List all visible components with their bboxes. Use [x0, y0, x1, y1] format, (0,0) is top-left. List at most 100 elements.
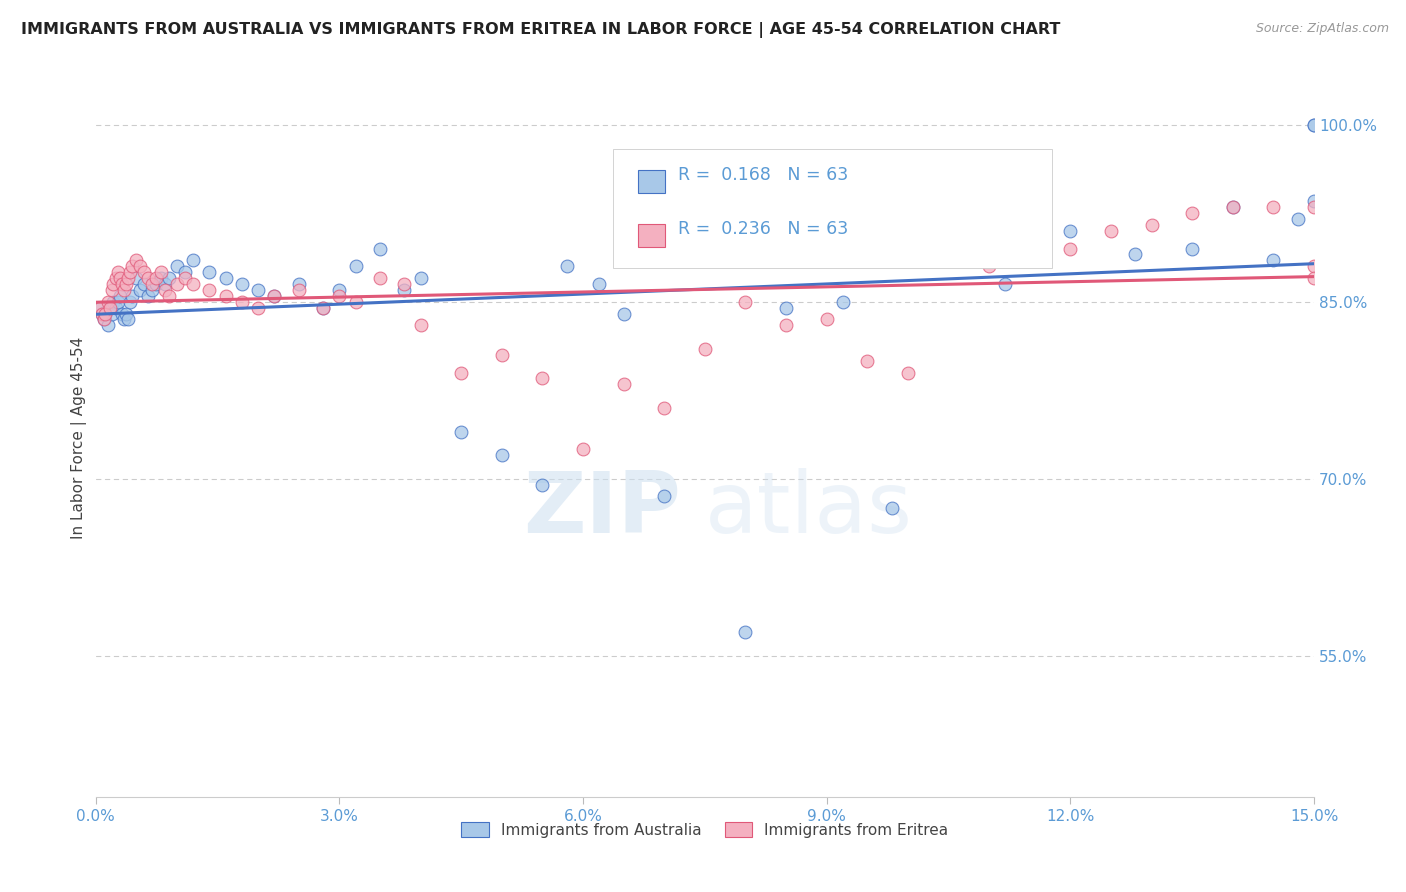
Point: [1181, 206, 1204, 220]
Point: [491, 348, 513, 362]
Point: [174, 271, 197, 285]
Point: [166, 260, 188, 274]
FancyBboxPatch shape: [638, 170, 665, 193]
Point: [91, 306, 114, 320]
Point: [652, 490, 675, 504]
Point: [344, 260, 367, 274]
Text: IMMIGRANTS FROM AUSTRALIA VS IMMIGRANTS FROM ERITREA IN LABOR FORCE | AGE 45-54 : IMMIGRANTS FROM AUSTRALIA VS IMMIGRANTS …: [21, 22, 1060, 38]
Point: [93, 312, 115, 326]
Point: [555, 260, 578, 274]
Point: [138, 271, 160, 285]
Point: [531, 371, 554, 385]
Point: [231, 294, 253, 309]
Point: [588, 277, 610, 291]
Point: [110, 277, 132, 291]
Point: [112, 283, 135, 297]
Point: [409, 271, 432, 285]
Point: [1222, 200, 1244, 214]
Point: [815, 312, 838, 326]
Text: ZIP: ZIP: [523, 468, 681, 551]
FancyBboxPatch shape: [613, 150, 1052, 268]
Point: [1303, 118, 1326, 132]
Point: [89, 301, 111, 315]
Point: [198, 283, 221, 297]
Point: [107, 265, 129, 279]
Point: [101, 283, 124, 297]
Point: [104, 271, 127, 285]
Point: [181, 253, 204, 268]
Point: [145, 271, 167, 285]
Point: [1286, 212, 1309, 227]
Text: Source: ZipAtlas.com: Source: ZipAtlas.com: [1256, 22, 1389, 36]
Point: [247, 301, 270, 315]
Point: [1303, 118, 1326, 132]
Point: [117, 312, 139, 326]
Point: [1099, 224, 1122, 238]
Point: [1181, 242, 1204, 256]
Point: [409, 318, 432, 333]
Point: [832, 294, 855, 309]
Point: [97, 318, 120, 333]
Point: [287, 283, 309, 297]
Point: [1125, 247, 1147, 261]
Point: [129, 283, 152, 297]
Point: [108, 271, 131, 285]
Point: [531, 477, 554, 491]
Point: [344, 294, 367, 309]
Point: [98, 301, 121, 315]
Point: [1059, 242, 1081, 256]
Point: [613, 306, 636, 320]
Point: [214, 289, 236, 303]
Point: [108, 289, 131, 303]
Point: [145, 277, 167, 291]
Point: [263, 289, 285, 303]
Point: [115, 277, 138, 291]
Point: [153, 277, 176, 291]
Point: [734, 294, 756, 309]
Point: [118, 294, 141, 309]
Point: [94, 306, 117, 320]
Point: [1140, 218, 1163, 232]
Point: [134, 277, 156, 291]
Point: [613, 377, 636, 392]
Point: [134, 265, 156, 279]
Point: [98, 301, 121, 315]
Point: [287, 277, 309, 291]
Point: [166, 277, 188, 291]
Point: [1263, 200, 1285, 214]
Point: [153, 283, 176, 297]
Point: [368, 271, 391, 285]
Point: [880, 501, 903, 516]
Point: [110, 306, 132, 320]
Point: [263, 289, 285, 303]
Point: [181, 277, 204, 291]
Point: [117, 271, 139, 285]
Y-axis label: In Labor Force | Age 45-54: In Labor Force | Age 45-54: [72, 336, 87, 539]
Point: [450, 366, 472, 380]
Point: [112, 312, 135, 326]
Point: [89, 301, 111, 315]
Point: [312, 301, 335, 315]
Point: [368, 242, 391, 256]
Point: [157, 271, 180, 285]
Point: [775, 318, 797, 333]
Point: [231, 277, 253, 291]
Point: [652, 401, 675, 415]
Point: [938, 229, 960, 244]
Point: [138, 289, 160, 303]
Point: [94, 306, 117, 320]
Point: [157, 289, 180, 303]
Point: [1303, 200, 1326, 214]
Point: [121, 260, 143, 274]
Point: [328, 283, 350, 297]
Point: [734, 625, 756, 640]
Point: [125, 253, 148, 268]
Point: [394, 283, 416, 297]
Point: [312, 301, 335, 315]
Point: [101, 306, 124, 320]
Text: R =  0.236   N = 63: R = 0.236 N = 63: [678, 219, 848, 237]
Point: [93, 312, 115, 326]
Point: [115, 306, 138, 320]
Point: [1263, 253, 1285, 268]
Point: [856, 353, 879, 368]
